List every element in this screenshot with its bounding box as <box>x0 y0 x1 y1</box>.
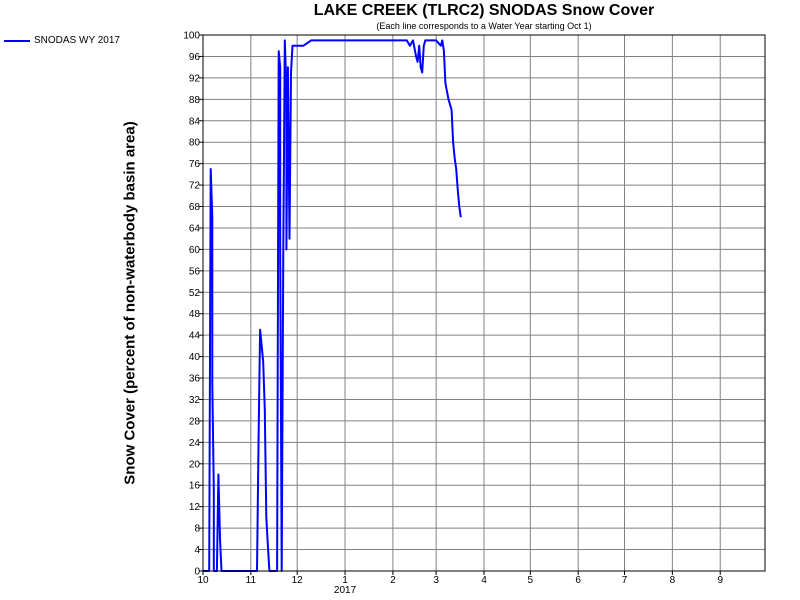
y-tick-label: 32 <box>189 395 201 406</box>
x-tick-label: 6 <box>575 575 581 586</box>
y-tick-label: 100 <box>183 31 200 42</box>
y-tick-label: 28 <box>189 416 201 427</box>
legend: SNODAS WY 2017 <box>4 35 120 46</box>
y-tick-label: 72 <box>189 181 201 192</box>
y-tick-label: 80 <box>189 138 201 149</box>
y-tick-label: 16 <box>189 481 201 492</box>
y-tick-label: 76 <box>189 159 201 170</box>
y-tick-label: 92 <box>189 73 201 84</box>
y-tick-label: 68 <box>189 202 201 213</box>
y-tick-label: 56 <box>189 266 201 277</box>
y-tick-label: 24 <box>189 438 201 449</box>
axis-ticks: 0481216202428323640444852566064687276808… <box>183 31 723 597</box>
series-line <box>203 39 462 572</box>
x-tick-label: 4 <box>481 575 487 586</box>
y-tick-label: 52 <box>189 288 201 299</box>
y-tick-label: 44 <box>189 331 201 342</box>
y-tick-label: 12 <box>189 502 201 513</box>
grid <box>202 34 765 572</box>
x-tick-label: 2 <box>390 575 396 586</box>
x-tick-label: 9 <box>717 575 723 586</box>
chart-subtitle: (Each line corresponds to a Water Year s… <box>376 21 592 31</box>
y-tick-label: 64 <box>189 223 201 234</box>
y-tick-label: 48 <box>189 309 201 320</box>
x-tick-label: 7 <box>622 575 628 586</box>
y-tick-label: 20 <box>189 459 201 470</box>
y-tick-label: 96 <box>189 52 201 63</box>
plot-frame <box>202 34 766 572</box>
x-tick-label: 11 <box>246 575 257 586</box>
y-tick-label: 84 <box>189 116 201 127</box>
x-tick-label: 12 <box>292 575 304 586</box>
y-tick-label: 0 <box>194 567 200 578</box>
chart-title: LAKE CREEK (TLRC2) SNODAS Snow Cover <box>313 2 655 19</box>
x-tick-label: 10 <box>197 575 209 586</box>
y-tick-label: 88 <box>189 95 201 106</box>
y-tick-label: 60 <box>189 245 201 256</box>
x-tick-label: 3 <box>433 575 439 586</box>
y-tick-label: 36 <box>189 374 201 385</box>
legend-label: SNODAS WY 2017 <box>34 35 120 46</box>
x-year-label: 2017 <box>334 585 357 596</box>
y-tick-label: 8 <box>194 524 200 535</box>
y-tick-label: 4 <box>194 545 200 556</box>
series-layer <box>203 39 462 572</box>
x-tick-label: 8 <box>670 575 676 586</box>
x-tick-label: 1 <box>342 575 348 586</box>
legend-swatch <box>4 39 30 42</box>
y-tick-label: 40 <box>189 352 201 363</box>
x-tick-label: 5 <box>528 575 534 586</box>
